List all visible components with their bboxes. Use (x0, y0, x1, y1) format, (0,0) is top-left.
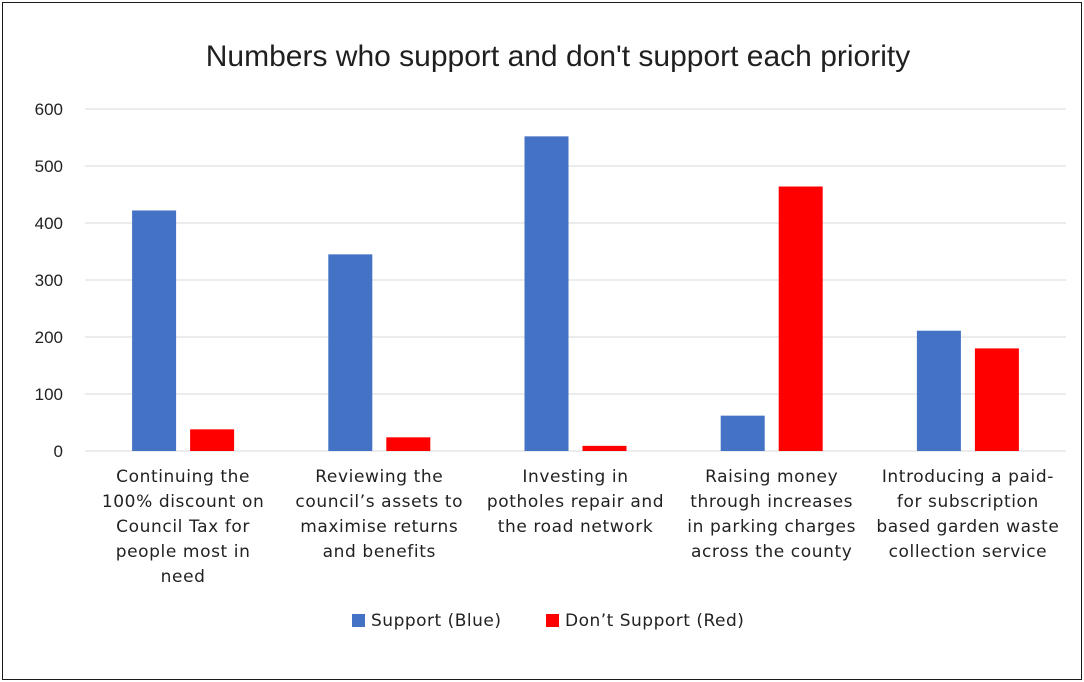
y-tick-label: 100 (35, 385, 63, 404)
y-tick-label: 400 (35, 214, 63, 233)
y-tick-label: 300 (35, 271, 63, 290)
bar-dont-support (386, 437, 431, 451)
bar-chart: Numbers who support and don't support ea… (35, 40, 1066, 631)
bar-support (328, 254, 373, 451)
bar-support (916, 330, 961, 451)
bar-dont-support (190, 429, 235, 451)
category-labels: Continuing the 100% discount on Council Ta… (102, 467, 1059, 587)
bar-dont-support (582, 445, 627, 451)
category-label: Reviewing the council’s assets to maximise… (295, 467, 463, 562)
legend-label: Don’t Support (Red) (565, 611, 744, 631)
y-tick-label: 200 (35, 328, 63, 347)
y-tick-label: 600 (35, 100, 63, 119)
category-label: Raising money through increases in parking… (687, 467, 856, 562)
gridlines (85, 108, 1066, 452)
legend-swatch (352, 614, 365, 627)
category-label: Continuing the 100% discount on Council Ta… (102, 467, 265, 587)
y-tick-label: 0 (54, 442, 63, 461)
chart-title: Numbers who support and don't support ea… (206, 40, 910, 73)
bar-support (720, 415, 765, 451)
bar-dont-support (974, 348, 1019, 451)
bar-dont-support (778, 186, 823, 451)
y-tick-label: 500 (35, 157, 63, 176)
y-axis-ticks: 0 100 200 300 400 500 600 (35, 100, 63, 461)
legend-swatch (546, 614, 559, 627)
legend: Support (Blue) Don’t Support (Red) (352, 611, 744, 631)
bar-support (132, 210, 177, 451)
category-label: Investing in potholes repair and the road … (487, 467, 664, 537)
legend-label: Support (Blue) (371, 611, 502, 631)
category-label: Introducing a paid-for subscription based… (876, 467, 1059, 562)
bars (132, 136, 1019, 452)
bar-support (524, 136, 569, 452)
